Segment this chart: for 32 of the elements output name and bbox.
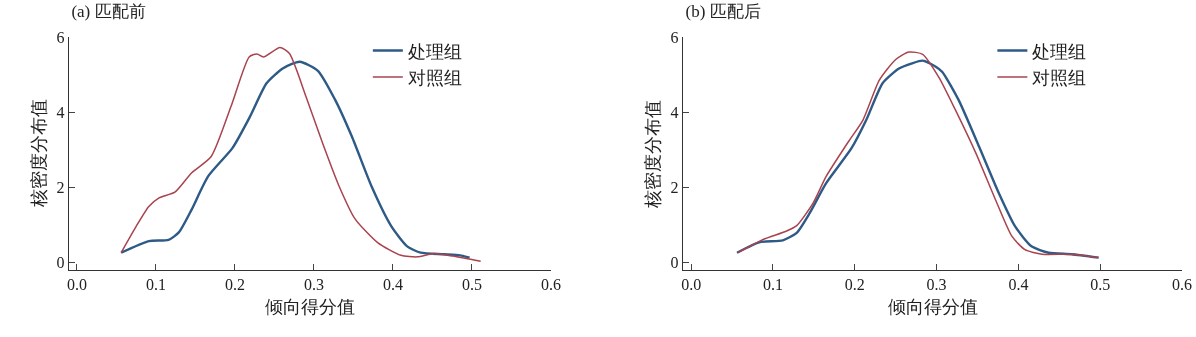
legend-label: 对照组 — [1032, 67, 1087, 88]
chart-title: (a) 匹配前 — [71, 1, 146, 21]
legend-label: 处理组 — [407, 41, 462, 62]
x-tick-label: 0.6 — [1172, 276, 1192, 294]
x-tick-label: 0.3 — [926, 276, 947, 294]
x-tick-label: 0.3 — [303, 276, 324, 294]
y-tick-label: 4 — [670, 103, 679, 121]
y-tick-label: 2 — [670, 178, 679, 196]
y-axis-title: 核密度分布值 — [28, 99, 49, 209]
x-tick-label: 0.4 — [1008, 276, 1029, 294]
y-tick-label: 2 — [56, 178, 65, 196]
y-tick-label: 0 — [670, 254, 679, 272]
y-tick-label: 4 — [56, 103, 65, 121]
x-axis-title: 倾向得分值 — [887, 297, 978, 318]
x-tick-label: 0.0 — [66, 276, 87, 294]
y-axis-title: 核密度分布值 — [642, 99, 663, 209]
y-tick-label: 0 — [56, 254, 65, 272]
x-axis-title: 倾向得分值 — [265, 297, 355, 318]
x-tick-label: 0.5 — [1090, 276, 1111, 294]
y-tick-label: 6 — [670, 28, 679, 46]
x-tick-label: 0.2 — [224, 276, 245, 294]
x-tick-label: 0.5 — [461, 276, 482, 294]
legend-label: 对照组 — [407, 67, 462, 88]
x-tick-label: 0.1 — [145, 276, 166, 294]
x-tick-label: 0.6 — [541, 276, 561, 294]
legend-label: 处理组 — [1032, 41, 1087, 62]
x-tick-label: 0.0 — [681, 276, 702, 294]
x-tick-label: 0.4 — [382, 276, 403, 294]
x-tick-label: 0.2 — [844, 276, 865, 294]
chart-title: (b) 匹配后 — [685, 1, 761, 21]
x-tick-label: 0.1 — [762, 276, 783, 294]
y-tick-label: 6 — [56, 28, 65, 46]
